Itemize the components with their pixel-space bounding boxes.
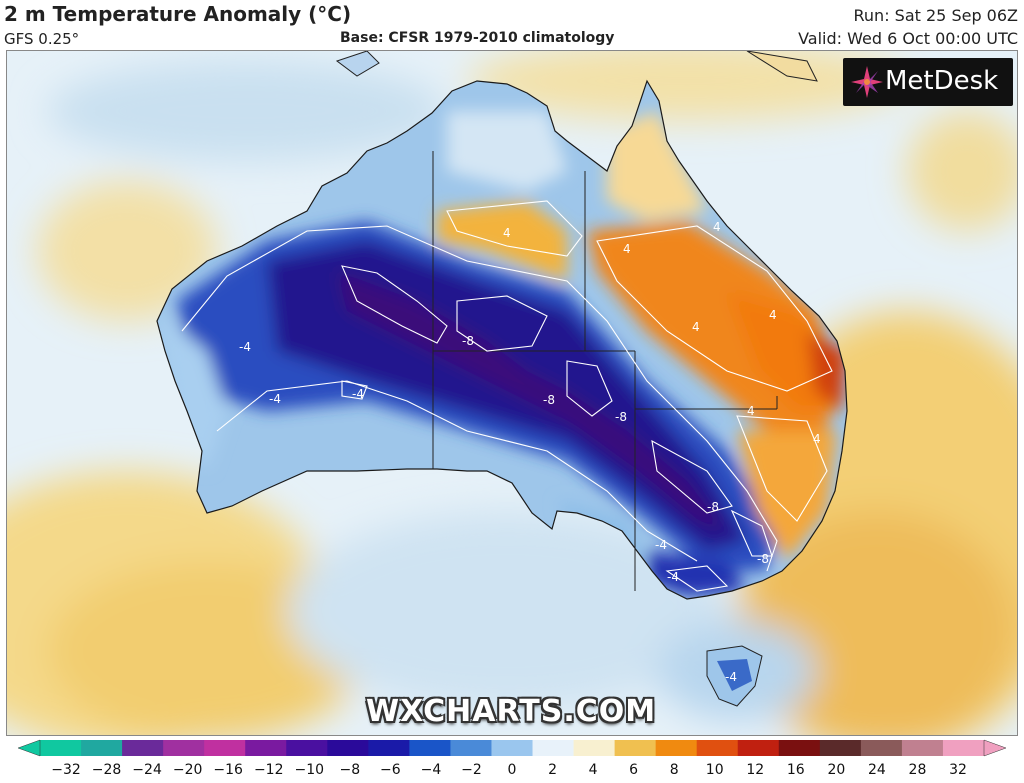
- colorbar-segment: [901, 740, 944, 756]
- metdesk-logo: MetDesk: [843, 58, 1013, 106]
- model-label: GFS 0.25°: [4, 30, 80, 48]
- contour-lines: [181, 200, 833, 592]
- colorbar-tick-label: −16: [213, 762, 243, 778]
- valid-time-label: Valid: Wed 6 Oct 00:00 UTC: [798, 29, 1018, 48]
- land-anomaly-field: [157, 111, 847, 596]
- colorbar-segment: [163, 740, 205, 756]
- watermark: WXCHARTS.COM: [366, 694, 657, 729]
- colorbar-tick-label: −10: [294, 762, 325, 778]
- colorbar-segment: [655, 740, 698, 756]
- colorbar-tick-label: 10: [705, 762, 724, 778]
- colorbar-segment: [860, 740, 903, 756]
- colorbar-tick-label: −2: [461, 762, 482, 778]
- anomaly-map: -4 -4 -4 -8 -8 -8 -8 -8 -4 -4 4 4 4 4 4 …: [6, 50, 1018, 736]
- tasmania-anomaly: [717, 659, 752, 691]
- colorbar-segment: [40, 740, 82, 756]
- colorbar-tick-label: −6: [380, 762, 401, 778]
- colorbar-segment: [819, 740, 862, 756]
- header: 2 m Temperature Anomaly (°C) GFS 0.25° B…: [0, 0, 1024, 50]
- colorbar-segment: [737, 740, 780, 756]
- colorbar-tick-label: −12: [253, 762, 284, 778]
- colorbar-tick-label: −8: [339, 762, 361, 778]
- island-new-guinea: [746, 51, 818, 82]
- colorbar-tick-label: 12: [746, 762, 765, 778]
- colorbar-tick-label: −24: [132, 762, 162, 778]
- contour-label: 4: [747, 404, 755, 418]
- colorbar-tick-label: 6: [629, 762, 639, 778]
- colorbar-tick-label: 24: [867, 762, 886, 778]
- colorbar-segment: [778, 740, 821, 756]
- contour-label: 4: [503, 226, 511, 240]
- colorbar-segment: [286, 740, 328, 756]
- colorbar-tick-label: 28: [908, 762, 927, 778]
- contour-label: -4: [269, 392, 281, 406]
- base-climatology-label: Base: CFSR 1979-2010 climatology: [340, 30, 615, 46]
- contour-labels: -4 -4 -4 -8 -8 -8 -8 -8 -4 -4 4 4 4 4 4 …: [239, 220, 821, 684]
- contour-label: 4: [769, 308, 777, 322]
- coastline: [156, 79, 848, 600]
- colorbar-tick-label: 16: [786, 762, 805, 778]
- contour-label: -4: [725, 670, 737, 684]
- contour-label: 4: [692, 320, 700, 334]
- colorbar-segment: [327, 740, 369, 756]
- colorbar-segment: [532, 740, 575, 756]
- colorbar-segment: [122, 740, 164, 756]
- state-borders: [432, 151, 778, 591]
- contour-label: 4: [623, 242, 631, 256]
- colorbar-segment: [81, 740, 123, 756]
- colorbar-tick-label: −4: [420, 762, 442, 778]
- contour-label: -8: [707, 500, 719, 514]
- colorbar-tick-label: 8: [669, 762, 679, 778]
- colorbar-segment: [368, 740, 410, 756]
- contour-label: -4: [667, 570, 679, 584]
- ocean-anomaly-field: [7, 51, 1017, 735]
- colorbar-segment: [614, 740, 657, 756]
- contour-label: -8: [462, 334, 474, 348]
- colorbar-segment: [573, 740, 616, 756]
- colorbar-max-arrow: [983, 739, 1007, 757]
- colorbar-min-arrow: [17, 739, 41, 757]
- colorbar-segment: [450, 740, 492, 756]
- colorbar-tick-label: −32: [51, 762, 81, 778]
- colorbar-tick-label: 4: [588, 762, 598, 778]
- colorbar-tick-label: 32: [949, 762, 967, 778]
- colorbar-tick-label: −20: [172, 762, 203, 778]
- contour-label: -4: [352, 387, 364, 401]
- colorbar: −32 −28 −24 −20 −16 −12 −10 −8 −6 −4 −2 0 2 4 6 8 10 12 16…: [0, 736, 1024, 783]
- contour-label: 4: [713, 220, 721, 234]
- contour-label: -4: [655, 538, 667, 552]
- map-canvas: -4 -4 -4 -8 -8 -8 -8 -8 -4 -4 4 4 4 4 4 …: [7, 51, 1017, 735]
- contour-label: -8: [615, 410, 627, 424]
- run-time-label: Run: Sat 25 Sep 06Z: [853, 6, 1018, 25]
- colorbar-tick-label: −28: [91, 762, 122, 778]
- colorbar-segment: [409, 740, 451, 756]
- contour-label: -4: [239, 340, 251, 354]
- chart-title: 2 m Temperature Anomaly (°C): [4, 2, 352, 26]
- colorbar-tick-label: 20: [827, 762, 846, 778]
- colorbar-segment: [204, 740, 246, 756]
- contour-label: 4: [813, 432, 821, 446]
- logo-text: MetDesk: [885, 66, 999, 96]
- island-timor: [335, 51, 380, 77]
- colorbar-strip: [17, 739, 1007, 757]
- contour-label: -8: [543, 393, 555, 407]
- colorbar-segment: [942, 740, 985, 756]
- metdesk-starburst-icon: [851, 66, 883, 98]
- contour-label: -8: [757, 552, 769, 566]
- colorbar-segment: [491, 740, 534, 756]
- colorbar-tick-label: 2: [548, 762, 557, 778]
- colorbar-tick-label: 0: [507, 762, 517, 778]
- colorbar-segment: [696, 740, 739, 756]
- colorbar-segment: [245, 740, 287, 756]
